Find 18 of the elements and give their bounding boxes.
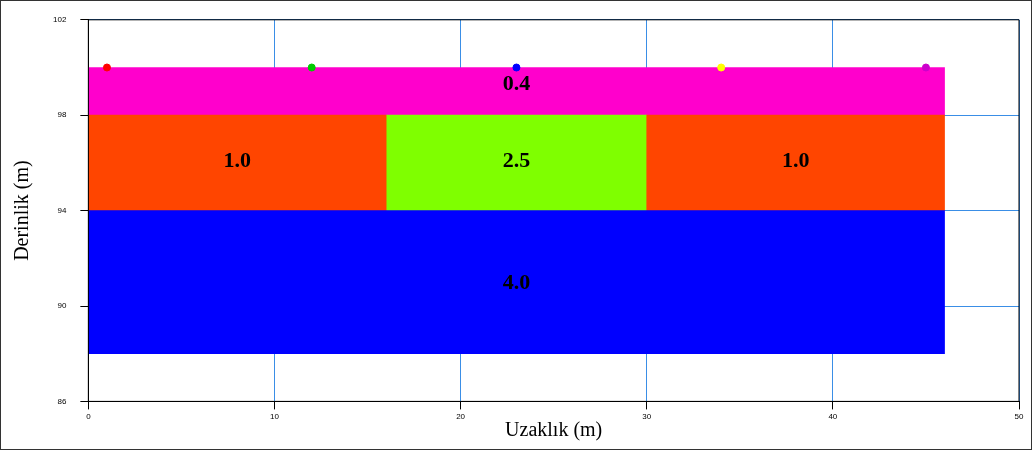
y-axis-title: Derinlik (m): [10, 160, 34, 261]
annotation: 2.5: [502, 146, 531, 172]
x-tick-label: 20: [456, 412, 466, 422]
annotation: 1.0: [223, 146, 251, 172]
y-tick-label: 98: [57, 110, 67, 120]
x-tick-label: 50: [1014, 412, 1024, 422]
x-tick-label: 0: [86, 412, 92, 422]
annotation: 0.4: [502, 70, 531, 96]
x-tick-label: 10: [270, 412, 280, 422]
y-tick-label: 94: [57, 205, 67, 215]
y-tick-label: 86: [57, 396, 67, 406]
x-axis-title: Uzaklık (m): [505, 418, 603, 442]
x-tick-label: 30: [642, 412, 652, 422]
annotation: 4.0: [502, 268, 531, 294]
y-tick-label: 102: [52, 15, 67, 24]
y-tick-label: 90: [57, 301, 67, 311]
x-tick-label: 40: [828, 412, 838, 422]
annotation: 1.0: [781, 146, 810, 172]
